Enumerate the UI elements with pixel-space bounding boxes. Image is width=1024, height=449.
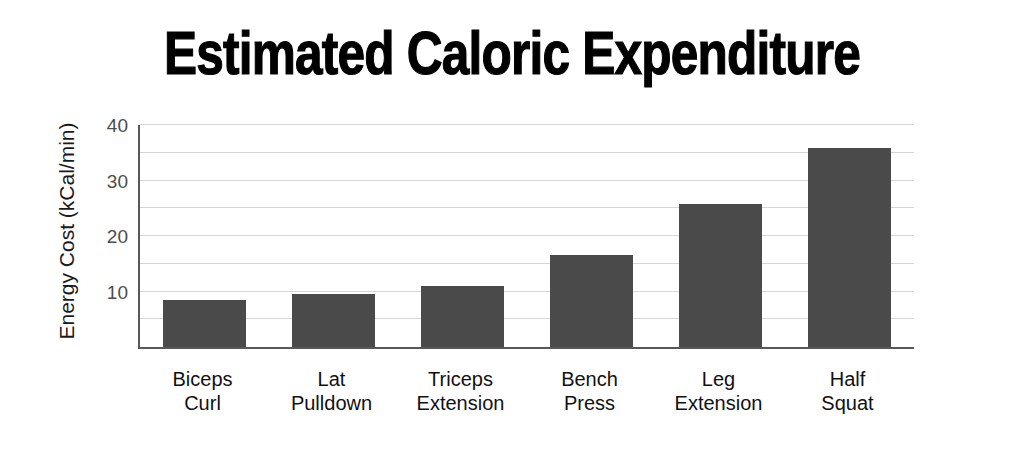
y-tick-label-10: 10 (0, 282, 128, 301)
bar-half-squat (808, 148, 891, 347)
bar-bench-press (550, 255, 633, 347)
bar-series (140, 125, 914, 347)
chart-title: Estimated Caloric Expenditure (102, 22, 921, 84)
bar-triceps-extension (421, 286, 504, 347)
category-label-bench-press: Bench Press (525, 367, 654, 415)
bar-slot-half-squat (785, 125, 914, 347)
y-tick-label-30: 30 (0, 171, 128, 190)
y-tick-label-40: 40 (0, 116, 128, 135)
bar-slot-leg-extension (656, 125, 785, 347)
bar-slot-lat-pulldown (269, 125, 398, 347)
category-label-lat-pulldown: Lat Pulldown (267, 367, 396, 415)
category-label-leg-extension: Leg Extension (654, 367, 783, 415)
bar-slot-bench-press (527, 125, 656, 347)
y-tick-label-20: 20 (0, 227, 128, 246)
category-label-triceps-extension: Triceps Extension (396, 367, 525, 415)
bar-biceps-curl (163, 300, 246, 347)
bar-slot-triceps-extension (398, 125, 527, 347)
category-label-biceps-curl: Biceps Curl (138, 367, 267, 415)
y-axis-tick-labels: 10203040 (0, 125, 128, 347)
bar-slot-biceps-curl (140, 125, 269, 347)
x-axis-labels: Biceps CurlLat PulldownTriceps Extension… (138, 367, 912, 415)
bar-lat-pulldown (292, 294, 375, 347)
plot-area (138, 125, 914, 349)
chart-canvas: Estimated Caloric Expenditure Energy Cos… (0, 0, 1024, 449)
category-label-half-squat: Half Squat (783, 367, 912, 415)
bar-leg-extension (679, 204, 762, 347)
